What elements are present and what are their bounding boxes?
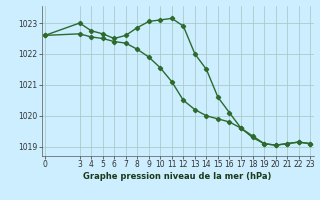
X-axis label: Graphe pression niveau de la mer (hPa): Graphe pression niveau de la mer (hPa): [84, 172, 272, 181]
